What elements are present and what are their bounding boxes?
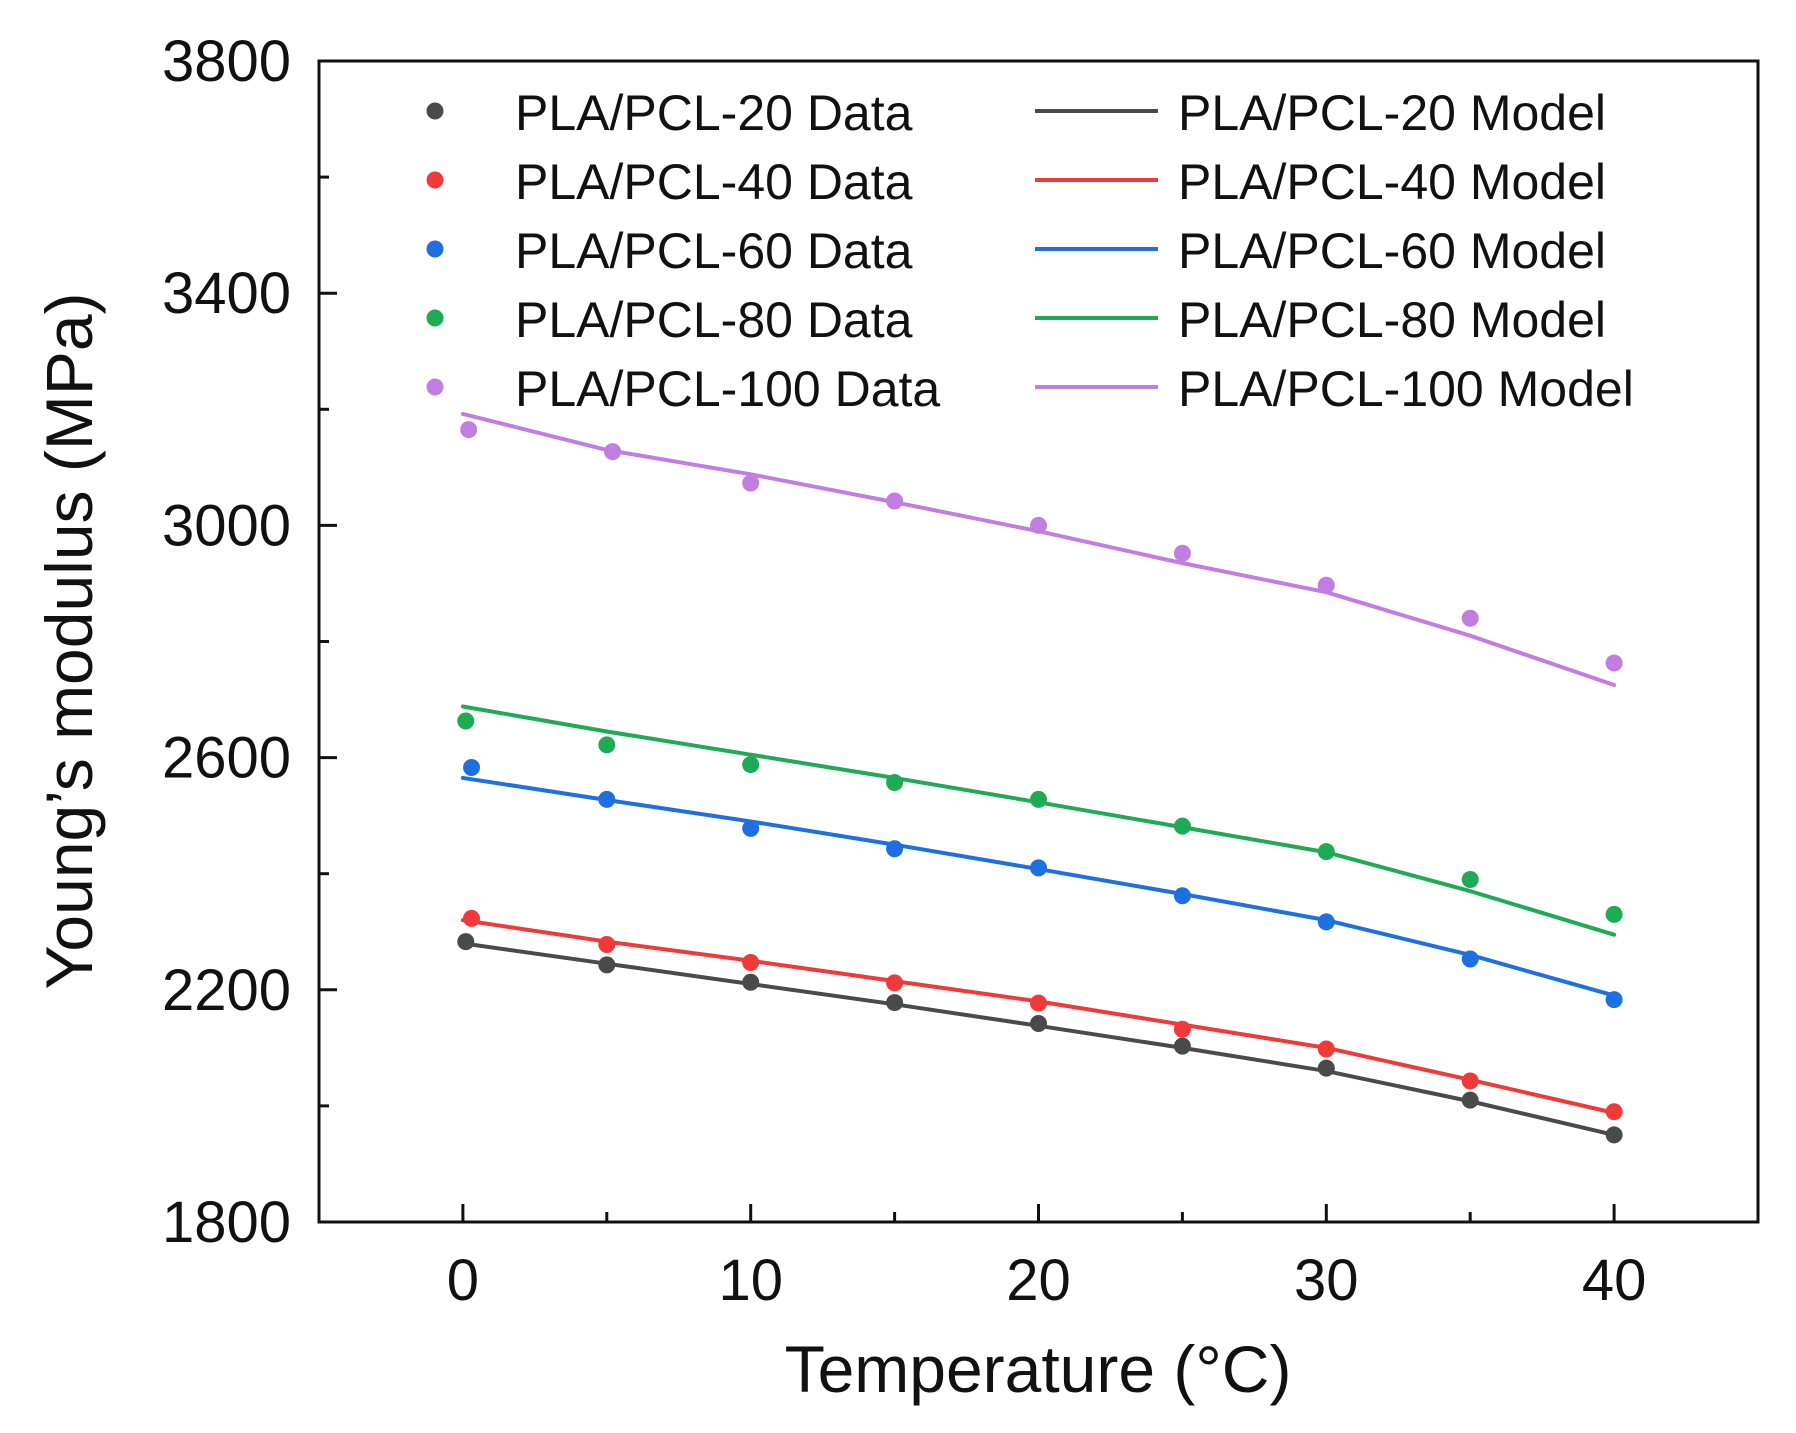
- x-tick-label: 40: [1582, 1248, 1647, 1313]
- data-point: [886, 840, 904, 858]
- data-point: [1605, 991, 1623, 1009]
- data-point: [1317, 576, 1335, 594]
- legend-data-marker: [426, 378, 444, 396]
- data-points: [457, 421, 1623, 1144]
- legend-data-label: PLA/PCL-80 Data: [515, 292, 913, 348]
- plot-frame: [317, 59, 1760, 1224]
- x-tick-label: 20: [1006, 1248, 1071, 1313]
- data-point: [1173, 1037, 1191, 1055]
- data-point: [598, 736, 616, 754]
- data-point: [742, 973, 760, 991]
- data-point: [1461, 1091, 1479, 1109]
- legend-data-marker: [426, 309, 444, 327]
- data-point: [1030, 516, 1047, 534]
- data-point: [1461, 1072, 1479, 1090]
- legend-data-marker: [426, 240, 444, 258]
- legend-data-marker: [426, 171, 444, 189]
- x-tick-label: 10: [718, 1248, 783, 1313]
- data-point: [463, 758, 481, 776]
- data-point: [1605, 905, 1623, 923]
- axis-ticks: 0 10 20 30 40 1800 2200 2600 3000 3400 3800: [162, 29, 1646, 1313]
- data-point: [742, 474, 760, 492]
- data-point: [1317, 1040, 1335, 1058]
- data-point: [742, 819, 760, 837]
- legend-model-label: PLA/PCL-60 Model: [1178, 223, 1606, 279]
- legend-data-label: PLA/PCL-20 Data: [515, 85, 913, 141]
- legend-model-label: PLA/PCL-80 Model: [1178, 292, 1606, 348]
- data-point: [463, 909, 481, 927]
- data-point: [886, 492, 904, 510]
- legend: PLA/PCL-20 Data PLA/PCL-20 Model PLA/PCL-4…: [426, 85, 1634, 417]
- data-point: [1030, 790, 1047, 808]
- y-tick-label: 1800: [162, 1190, 291, 1255]
- data-point: [457, 933, 475, 951]
- data-point: [886, 994, 904, 1012]
- data-point: [598, 936, 616, 954]
- model-line-pla-pcl-20: [460, 941, 1617, 1137]
- data-point: [1317, 913, 1335, 931]
- data-point: [457, 712, 475, 730]
- data-point: [886, 974, 904, 992]
- data-point: [1605, 654, 1623, 672]
- legend-model-label: PLA/PCL-20 Model: [1178, 85, 1606, 141]
- data-point: [460, 421, 478, 439]
- x-axis-title: Temperature (°C): [785, 1332, 1292, 1406]
- data-point: [1173, 544, 1191, 562]
- data-point: [1173, 887, 1191, 905]
- data-point: [1605, 1103, 1623, 1121]
- data-point: [1030, 1014, 1047, 1032]
- data-point: [1317, 1059, 1335, 1077]
- model-line-pla-pcl-100: [460, 411, 1617, 688]
- legend-data-label: PLA/PCL-100 Data: [515, 361, 940, 417]
- data-point: [1317, 843, 1335, 861]
- data-point: [1461, 871, 1479, 889]
- data-point: [1461, 950, 1479, 968]
- legend-data-marker: [426, 102, 444, 120]
- y-tick-label: 3800: [162, 29, 291, 94]
- legend-model-label: PLA/PCL-100 Model: [1178, 361, 1634, 417]
- data-point: [1461, 609, 1479, 627]
- legend-data-label: PLA/PCL-40 Data: [515, 154, 913, 210]
- data-point: [1173, 1020, 1191, 1038]
- data-point: [1605, 1126, 1623, 1144]
- data-point: [886, 774, 904, 792]
- y-tick-label: 2600: [162, 726, 291, 791]
- data-point: [598, 790, 616, 808]
- legend-data-label: PLA/PCL-60 Data: [515, 223, 913, 279]
- x-tick-label: 30: [1294, 1248, 1359, 1313]
- x-tick-label: 0: [447, 1248, 479, 1313]
- data-point: [1173, 817, 1191, 835]
- y-tick-label: 2200: [162, 958, 291, 1023]
- y-tick-label: 3000: [162, 493, 291, 558]
- data-point: [742, 756, 760, 774]
- data-point: [598, 956, 616, 974]
- data-point: [1030, 994, 1047, 1012]
- data-point: [742, 954, 760, 972]
- y-tick-label: 3400: [162, 261, 291, 326]
- model-line-pla-pcl-60: [460, 775, 1617, 998]
- legend-model-label: PLA/PCL-40 Model: [1178, 154, 1606, 210]
- data-point: [604, 443, 622, 461]
- model-line-pla-pcl-80: [460, 704, 1617, 937]
- y-axis-title: Young’s modulus (MPa): [32, 292, 106, 989]
- data-point: [1030, 859, 1047, 877]
